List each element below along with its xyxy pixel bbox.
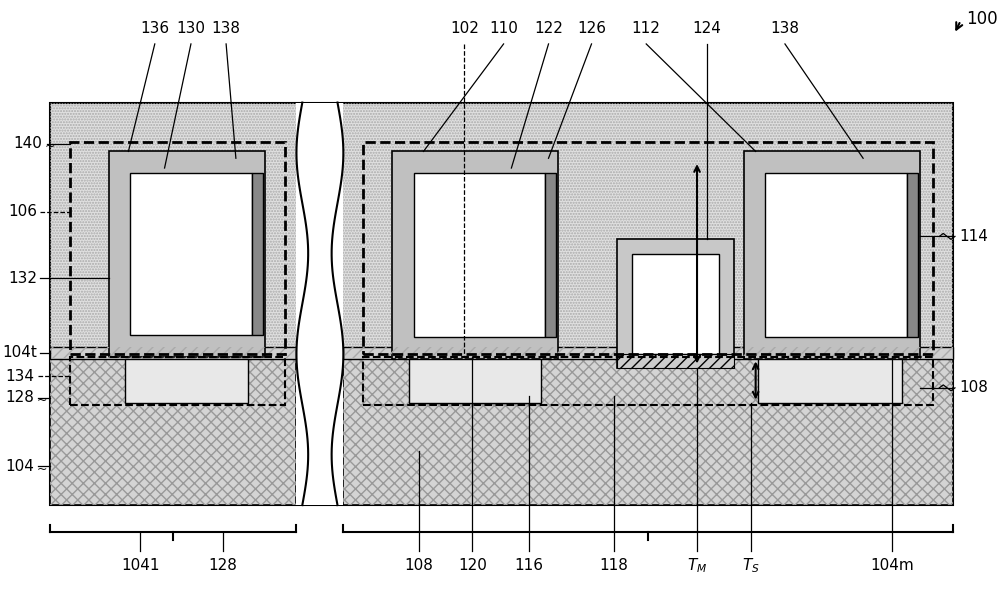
Text: $T_S$: $T_S$ (742, 556, 760, 575)
Text: 128: 128 (6, 390, 35, 405)
Bar (50, 347, 296, 359)
Bar (343, 347, 953, 359)
Text: 102: 102 (450, 21, 479, 36)
Bar (617, 240, 734, 368)
Text: 138: 138 (770, 21, 799, 36)
Text: 128: 128 (209, 558, 238, 573)
Text: 106: 106 (9, 205, 38, 219)
Bar (545, 173, 556, 337)
Text: 108: 108 (959, 380, 988, 396)
Text: 118: 118 (600, 558, 628, 573)
Text: 134: 134 (6, 369, 35, 384)
Text: 136: 136 (140, 21, 169, 36)
Bar (50, 347, 296, 359)
Text: 132: 132 (9, 271, 38, 286)
Bar (765, 173, 907, 337)
Bar (617, 353, 734, 368)
Bar (296, 103, 343, 505)
Bar (343, 353, 953, 505)
Bar (252, 173, 263, 335)
Bar (632, 254, 719, 353)
Text: 122: 122 (534, 21, 563, 36)
Text: 1041: 1041 (121, 558, 159, 573)
Bar (50, 103, 953, 505)
Text: ~: ~ (37, 394, 47, 407)
Bar (907, 173, 918, 337)
Bar (363, 356, 933, 406)
Bar (343, 347, 953, 359)
Bar (744, 151, 920, 359)
Text: 104: 104 (6, 458, 35, 473)
Bar (363, 142, 933, 353)
Text: 104m: 104m (871, 558, 914, 573)
Bar (414, 173, 545, 337)
Text: $T_M$: $T_M$ (687, 556, 707, 575)
Text: ~: ~ (37, 463, 47, 476)
Bar (70, 142, 285, 353)
Bar (50, 103, 953, 505)
Text: 138: 138 (212, 21, 241, 36)
Text: 116: 116 (514, 558, 543, 573)
Bar (109, 151, 265, 356)
Bar (125, 359, 248, 403)
Text: 110: 110 (489, 21, 518, 36)
Bar (758, 359, 902, 403)
Text: 120: 120 (458, 558, 487, 573)
Bar (130, 173, 252, 335)
Text: 124: 124 (692, 21, 721, 36)
Text: 114: 114 (959, 229, 988, 244)
Bar (50, 353, 296, 505)
Bar (70, 356, 285, 406)
Text: ~: ~ (44, 140, 55, 153)
Text: 108: 108 (404, 558, 433, 573)
Text: 104t: 104t (3, 345, 38, 360)
Bar (50, 353, 296, 505)
Bar (343, 353, 953, 505)
Bar (392, 151, 558, 359)
Text: 112: 112 (632, 21, 661, 36)
Text: 100: 100 (966, 9, 997, 27)
Text: 130: 130 (176, 21, 205, 36)
Text: 140: 140 (14, 136, 42, 151)
Bar (409, 359, 541, 403)
Text: 126: 126 (577, 21, 606, 36)
